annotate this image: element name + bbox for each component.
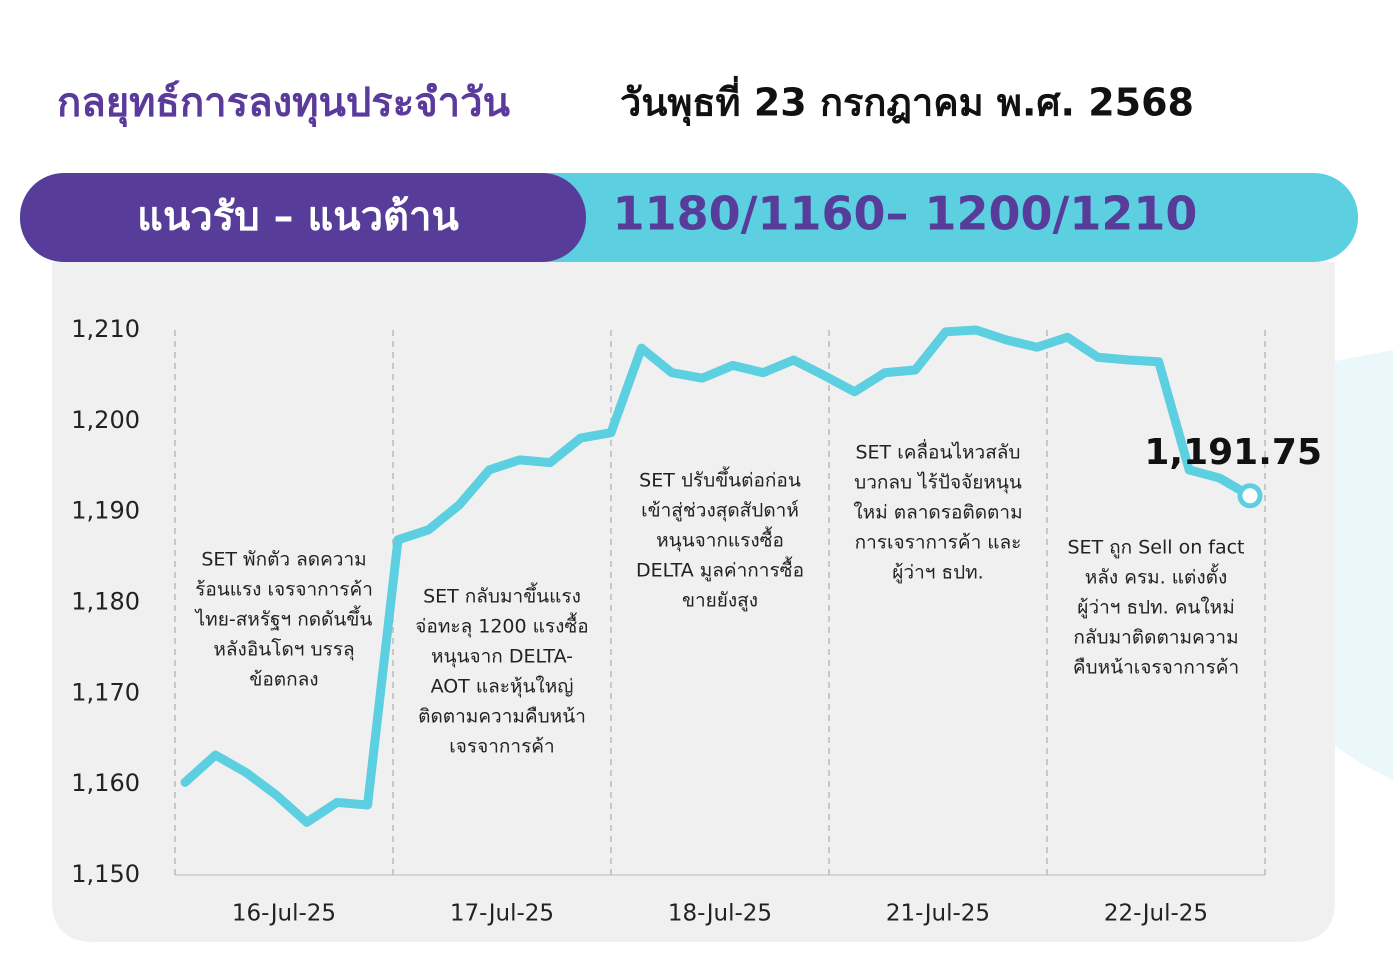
annotation: คืบหน้าเจรจาการค้า — [1073, 657, 1239, 679]
annotation: ผู้ว่าฯ ธปท. คนใหม่ — [1077, 597, 1234, 619]
annotation: หลังอินโดฯ บรรลุ — [213, 638, 354, 662]
annotation: หนุนจาก DELTA- — [431, 646, 573, 669]
price-line — [180, 325, 1255, 827]
annotation: เจรจาการค้า — [449, 736, 554, 758]
y-tick-label: 1,170 — [71, 678, 140, 706]
annotation: บวกลบ ไร้ปัจจัยหนุน — [854, 472, 1022, 495]
y-tick-label: 1,180 — [71, 588, 140, 616]
y-tick-label: 1,210 — [71, 315, 140, 343]
annotation: DELTA มูลค่าการซื้อ — [636, 557, 804, 582]
annotation: SET ถูก Sell on fact — [1067, 537, 1244, 559]
x-tick-label: 18-Jul-25 — [668, 901, 772, 927]
annotation: SET ปรับขึ้นต่อก่อน — [639, 467, 801, 492]
annotation: กลับมาติดตามความ — [1073, 627, 1238, 649]
annotation: AOT และหุ้นใหญ่ — [431, 676, 574, 699]
value-label: 1,191.75 — [1144, 432, 1322, 473]
x-tick-label: 22-Jul-25 — [1104, 901, 1208, 927]
banner-label: แนวรับ – แนวต้าน — [137, 194, 459, 240]
annotation: จ่อทะลุ 1200 แรงซื้อ — [415, 613, 588, 639]
annotation: ผู้ว่าฯ ธปท. — [892, 562, 983, 584]
annotation: SET พักตัว ลดความ — [201, 549, 366, 571]
annotation: ขายยังสูง — [682, 590, 758, 612]
annotation: หนุนจากแรงซื้อ — [656, 527, 784, 553]
x-tick-label: 17-Jul-25 — [450, 901, 554, 927]
y-tick-label: 1,150 — [71, 860, 140, 888]
x-tick-label: 16-Jul-25 — [232, 901, 336, 927]
annotation: ข้อตกลง — [249, 669, 318, 691]
y-tick-label: 1,190 — [71, 497, 140, 525]
annotation: การเจราการค้า และ — [855, 532, 1022, 554]
banner-left — [20, 173, 586, 262]
last-point — [1237, 483, 1263, 509]
annotation: ติดตามความคืบหน้า — [418, 706, 586, 728]
title: กลยุทธ์การลงทุนประจำวัน — [57, 80, 510, 128]
annotation: เข้าสู่ช่วงสุดสัปดาห์ — [641, 500, 799, 523]
x-tick-label: 21-Jul-25 — [886, 901, 990, 927]
annotation: ไทย-สหรัฐฯ กดดันขึ้น — [194, 606, 373, 631]
annotation: หลัง ครม. แต่งตั้ง — [1085, 564, 1227, 589]
date: วันพุธที่ 23 กรกฎาคม พ.ศ. 2568 — [620, 76, 1194, 127]
annotation: ใหม่ ตลาดรอติดตาม — [853, 502, 1022, 524]
banner-levels: 1180/1160– 1200/1210 — [613, 187, 1198, 241]
annotation: SET กลับมาขึ้นแรง — [423, 583, 581, 608]
y-tick-label: 1,160 — [71, 769, 140, 797]
annotation: ร้อนแรง เจรจาการค้า — [195, 579, 373, 601]
annotation: SET เคลื่อนไหวสลับ — [855, 439, 1020, 464]
y-tick-label: 1,200 — [71, 406, 140, 434]
